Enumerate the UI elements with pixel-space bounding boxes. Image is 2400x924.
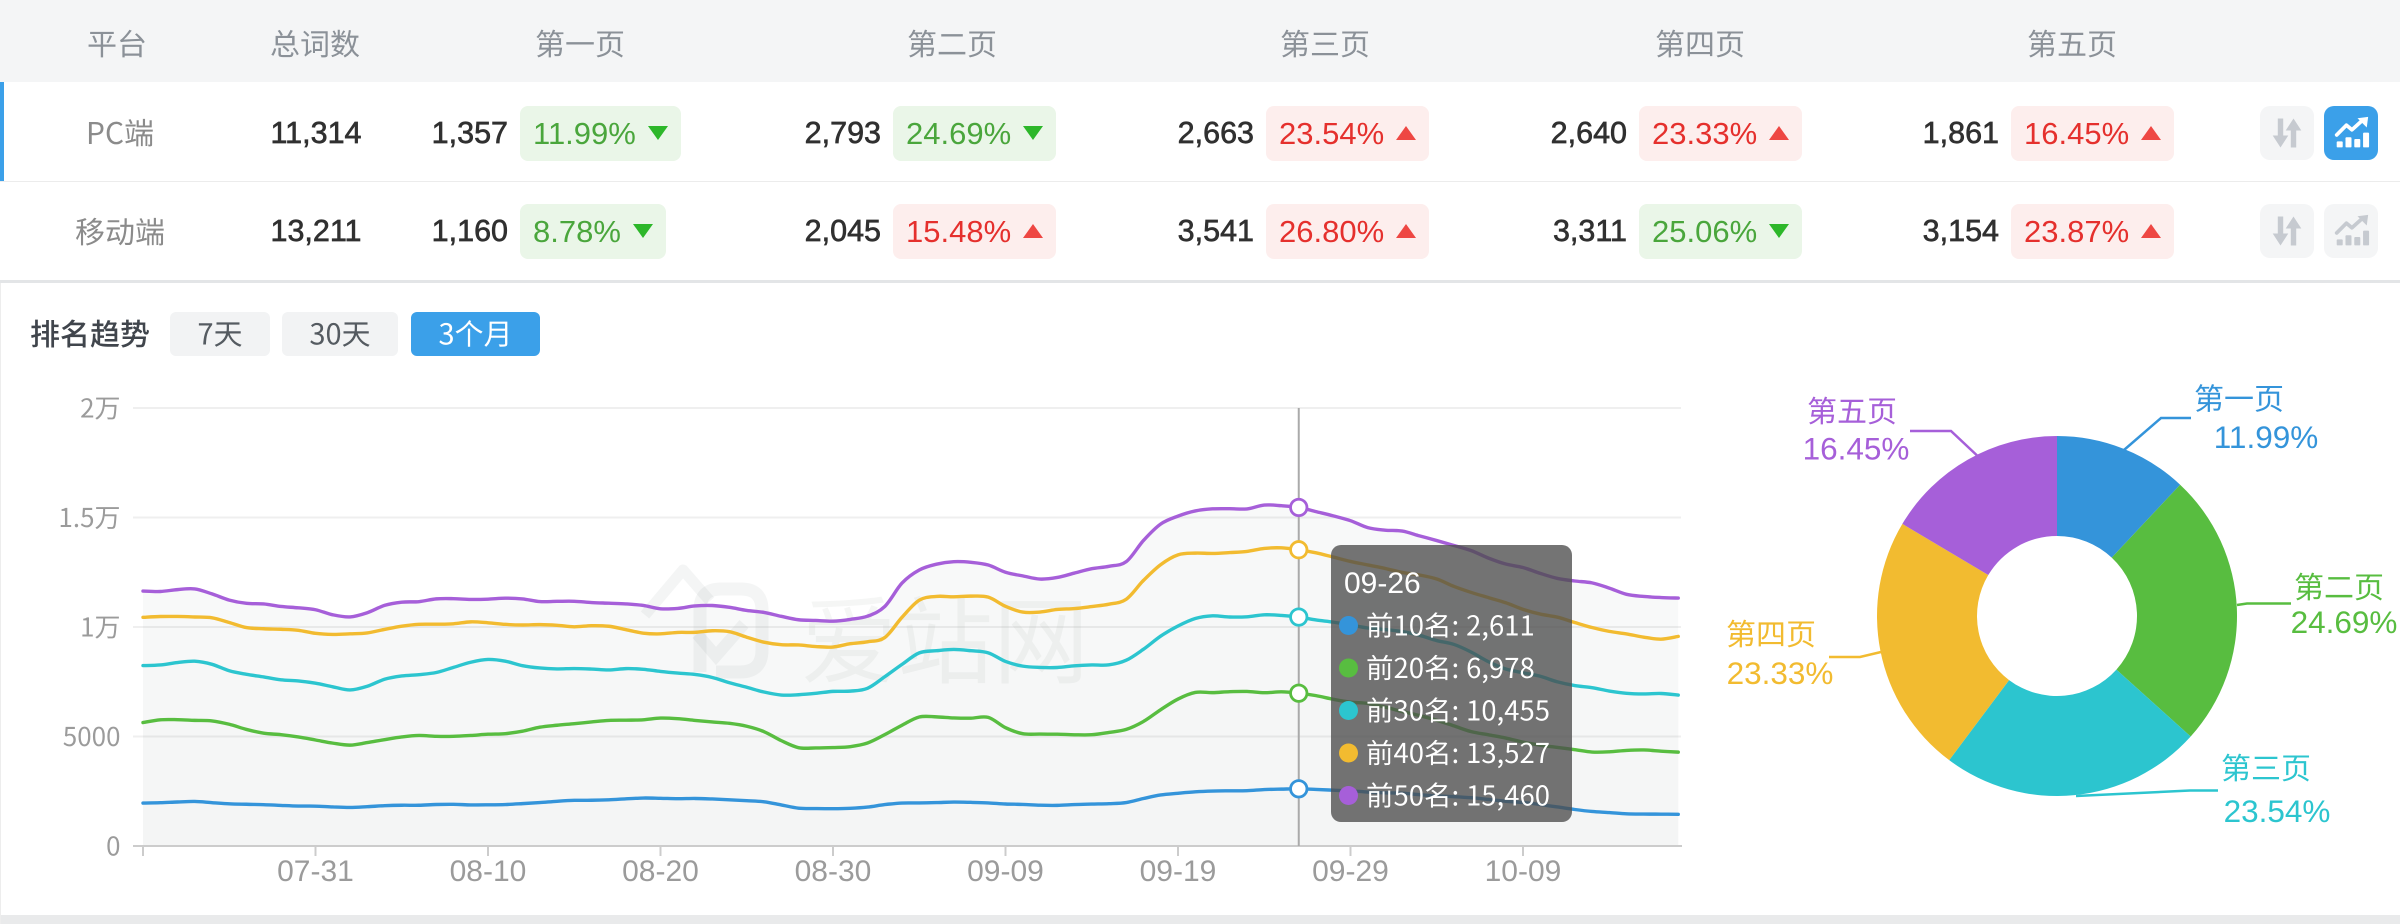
svg-text:07-31: 07-31: [277, 855, 354, 888]
svg-text:09-29: 09-29: [1312, 855, 1389, 888]
svg-text:09-26: 09-26: [1344, 567, 1421, 600]
svg-text:09-09: 09-09: [967, 855, 1044, 888]
svg-text:24.69%: 24.69%: [2291, 604, 2398, 640]
svg-text:11.99%: 11.99%: [2214, 419, 2319, 455]
svg-text:08-10: 08-10: [450, 855, 527, 888]
svg-text:16.45%: 16.45%: [1803, 431, 1910, 467]
svg-text:08-20: 08-20: [622, 855, 699, 888]
svg-text:23.33%: 23.33%: [1727, 655, 1834, 691]
svg-text:23.54%: 23.54%: [2224, 793, 2331, 829]
svg-text:10-09: 10-09: [1485, 855, 1562, 888]
svg-text:08-30: 08-30: [795, 855, 872, 888]
svg-text:09-19: 09-19: [1140, 855, 1217, 888]
